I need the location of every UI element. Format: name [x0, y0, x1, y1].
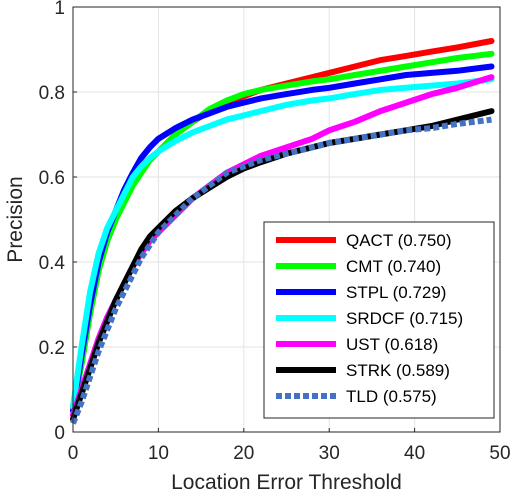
x-tick-label: 30 — [319, 443, 340, 464]
x-tick-label: 10 — [148, 443, 169, 464]
legend-label: SRDCF (0.715) — [346, 309, 463, 328]
y-tick-label: 0.2 — [39, 338, 65, 359]
series-lines — [70, 38, 495, 425]
legend: QACT (0.750) CMT (0.740) STPL (0.729) SRDCF… — [263, 221, 495, 419]
y-tick-label: 0.6 — [39, 168, 65, 189]
legend-label: TLD (0.575) — [346, 387, 437, 406]
plot-frame — [72, 6, 501, 433]
y-tick-label: 0.8 — [39, 83, 65, 104]
x-tick-label: 50 — [489, 443, 510, 464]
x-tick-label: 20 — [233, 443, 254, 464]
legend-label: STPL (0.729) — [346, 283, 446, 302]
y-tick-label: 0 — [54, 423, 65, 444]
x-tick-label: 0 — [68, 443, 79, 464]
legend-label: CMT (0.740) — [346, 257, 441, 276]
series-line — [70, 76, 495, 410]
y-tick-label: 0.4 — [39, 253, 66, 274]
series-line — [70, 116, 492, 425]
x-axis-ticks: 0 10 20 30 40 50 — [68, 428, 511, 464]
x-axis-label: Location Error Threshold — [171, 471, 402, 494]
y-axis-ticks: 0 0.2 0.4 0.6 0.8 1 — [39, 0, 77, 444]
y-axis-label: Precision — [4, 176, 27, 262]
legend-label: STRK (0.589) — [346, 361, 450, 380]
legend-label: QACT (0.750) — [346, 231, 452, 250]
legend-label: UST (0.618) — [346, 335, 438, 354]
y-tick-label: 1 — [54, 0, 65, 19]
x-tick-label: 40 — [404, 443, 425, 464]
